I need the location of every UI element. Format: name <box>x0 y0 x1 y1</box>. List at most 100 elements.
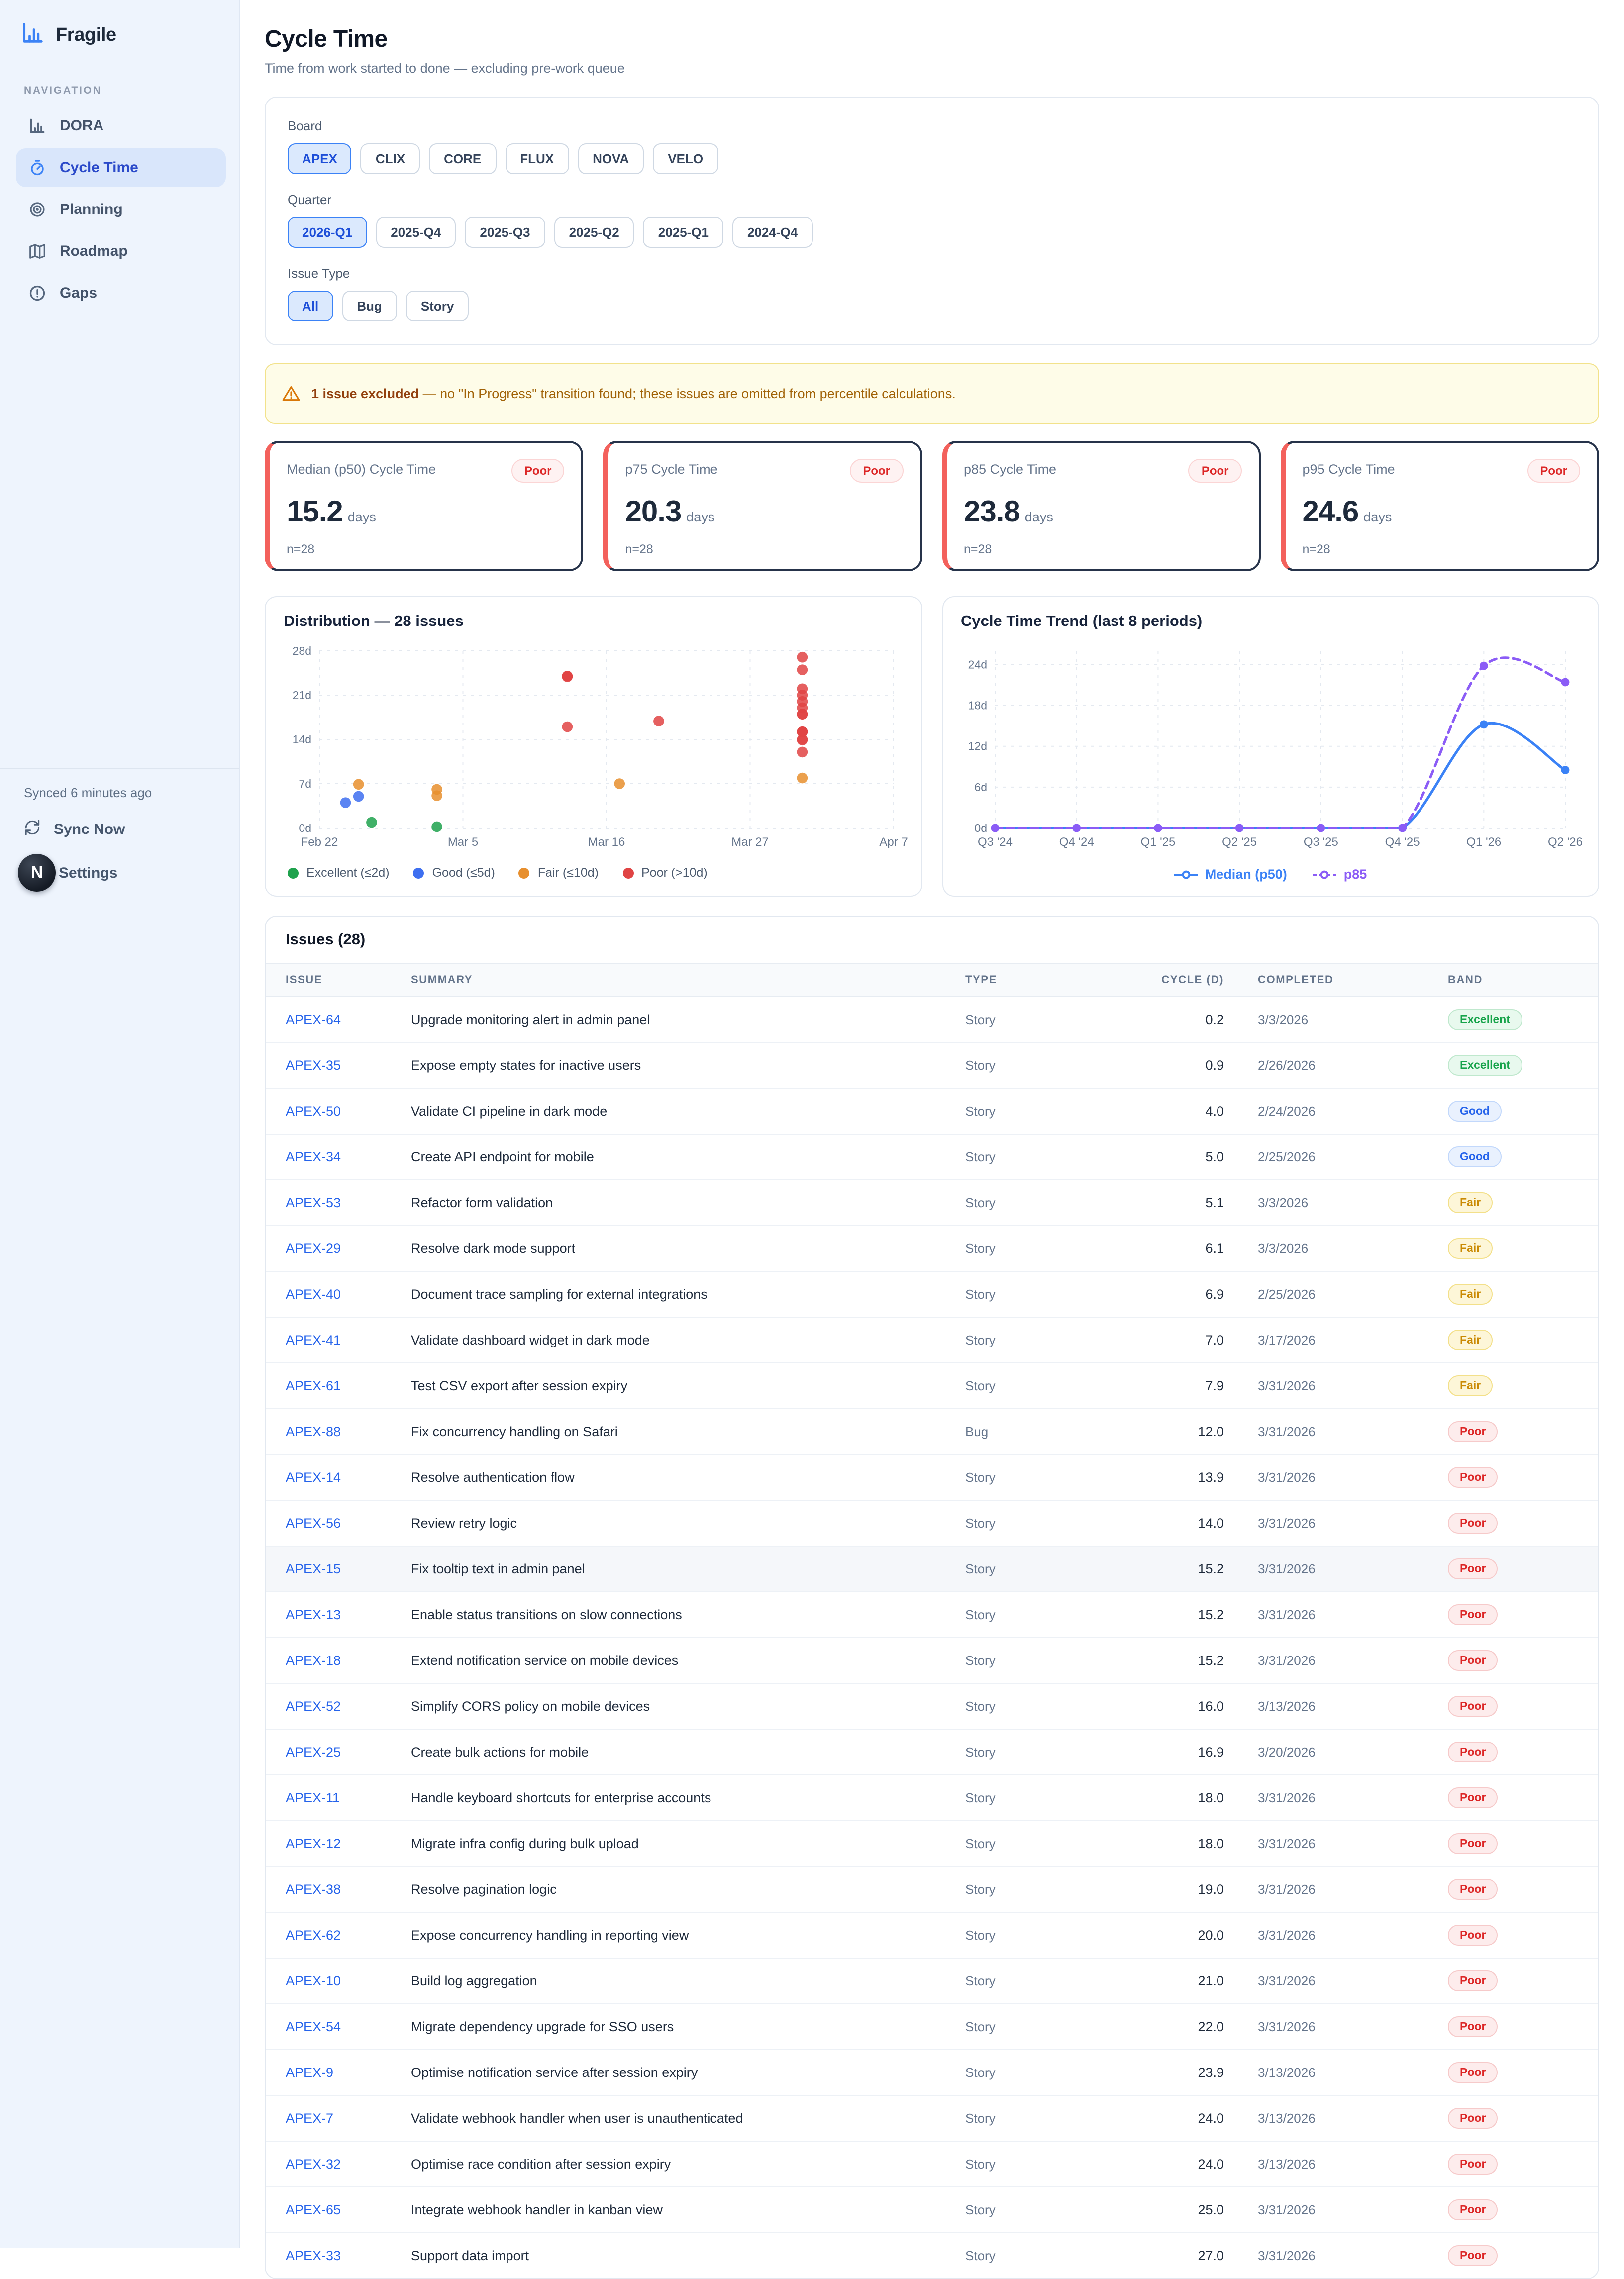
issue-id-link[interactable]: APEX-64 <box>286 1012 341 1027</box>
table-row[interactable]: APEX-52 Simplify CORS policy on mobile de… <box>266 1684 1598 1730</box>
issue-summary: Expose empty states for inactive users <box>411 1058 641 1073</box>
issue-id-link[interactable]: APEX-25 <box>286 1745 341 1760</box>
issue-id-link[interactable]: APEX-50 <box>286 1104 341 1119</box>
table-row[interactable]: APEX-10 Build log aggregation Story 21.0 3/3… <box>266 1959 1598 2004</box>
table-row[interactable]: APEX-53 Refactor form validation Story 5.1 3… <box>266 1180 1598 1226</box>
table-row[interactable]: APEX-33 Support data import Story 27.0 3/31/… <box>266 2233 1598 2278</box>
quarter-chip-2025-q3[interactable]: 2025-Q3 <box>465 217 545 248</box>
issue-type: Bug <box>965 1424 989 1439</box>
table-row[interactable]: APEX-38 Resolve pagination logic Story 19.0… <box>266 1867 1598 1913</box>
issue-id-link[interactable]: APEX-54 <box>286 2019 341 2034</box>
table-row[interactable]: APEX-54 Migrate dependency upgrade for SS… <box>266 2004 1598 2050</box>
sidebar-item-gaps[interactable]: Gaps <box>16 274 226 312</box>
table-row[interactable]: APEX-62 Expose concurrency handling in re… <box>266 1913 1598 1959</box>
issue-id-link[interactable]: APEX-88 <box>286 1424 341 1439</box>
metric-unit: days <box>686 510 715 524</box>
board-chip-apex[interactable]: APEX <box>288 143 352 174</box>
issue-id-link[interactable]: APEX-13 <box>286 1607 341 1622</box>
avatar[interactable]: N <box>18 854 56 892</box>
table-row[interactable]: APEX-61 Test CSV export after session exp… <box>266 1363 1598 1409</box>
table-row[interactable]: APEX-13 Enable status transitions on slow… <box>266 1592 1598 1638</box>
issue-cycle-days: 7.0 <box>1205 1333 1224 1347</box>
table-row[interactable]: APEX-34 Create API endpoint for mobile Sto… <box>266 1135 1598 1180</box>
table-row[interactable]: APEX-18 Extend notification service on mo… <box>266 1638 1598 1684</box>
issue-id-link[interactable]: APEX-61 <box>286 1378 341 1393</box>
board-chip-velo[interactable]: VELO <box>653 143 718 174</box>
issue-id-link[interactable]: APEX-7 <box>286 2111 334 2126</box>
sidebar-item-dora[interactable]: DORA <box>16 106 226 145</box>
quarter-chip-2025-q1[interactable]: 2025-Q1 <box>643 217 723 248</box>
table-row[interactable]: APEX-11 Handle keyboard shortcuts for ent… <box>266 1775 1598 1821</box>
table-row[interactable]: APEX-35 Expose empty states for inactive … <box>266 1043 1598 1089</box>
board-filter-chips: APEX CLIX CORE FLUX NOVA VELO <box>288 143 1576 174</box>
issue-type: Story <box>965 1241 996 1256</box>
table-row[interactable]: APEX-64 Upgrade monitoring alert in admin… <box>266 997 1598 1043</box>
issues-table-header: ISSUE SUMMARY TYPE CYCLE (D) COMPLETED BAND <box>266 963 1598 997</box>
sync-now-button[interactable]: Sync Now <box>24 819 215 840</box>
issue-cycle-days: 0.2 <box>1205 1012 1224 1027</box>
issue-id-link[interactable]: APEX-35 <box>286 1058 341 1073</box>
table-row[interactable]: APEX-29 Resolve dark mode support Story 6.1… <box>266 1226 1598 1272</box>
issue-id-link[interactable]: APEX-11 <box>286 1790 340 1805</box>
issue-summary: Simplify CORS policy on mobile devices <box>411 1699 650 1714</box>
issue-id-link[interactable]: APEX-32 <box>286 2157 341 2172</box>
table-row[interactable]: APEX-50 Validate CI pipeline in dark mode… <box>266 1089 1598 1135</box>
board-chip-nova[interactable]: NOVA <box>578 143 644 174</box>
table-row[interactable]: APEX-88 Fix concurrency handling on Safar… <box>266 1409 1598 1455</box>
issue-id-link[interactable]: APEX-38 <box>286 1882 341 1897</box>
issue-id-link[interactable]: APEX-62 <box>286 1928 341 1943</box>
table-row[interactable]: APEX-40 Document trace sampling for exter… <box>266 1272 1598 1318</box>
issue-id-link[interactable]: APEX-34 <box>286 1149 341 1164</box>
sidebar-item-roadmap[interactable]: Roadmap <box>16 232 226 271</box>
settings-button[interactable]: N Settings <box>18 854 215 892</box>
issue-summary: Resolve dark mode support <box>411 1241 576 1256</box>
metric-sample-size: n=28 <box>1302 542 1330 556</box>
issue-id-link[interactable]: APEX-41 <box>286 1333 341 1347</box>
issue-id-link[interactable]: APEX-29 <box>286 1241 341 1256</box>
metric-card: p85 Cycle Time Poor 23.8 days n=28 <box>942 441 1261 571</box>
table-row[interactable]: APEX-7 Validate webhook handler when user… <box>266 2096 1598 2142</box>
svg-text:0d: 0d <box>299 822 311 834</box>
target-icon <box>28 200 47 219</box>
table-row[interactable]: APEX-12 Migrate infra config during bulk … <box>266 1821 1598 1867</box>
issue-id-link[interactable]: APEX-56 <box>286 1516 341 1531</box>
issue-id-link[interactable]: APEX-12 <box>286 1836 341 1851</box>
issue_type-chip-bug[interactable]: Bug <box>342 291 397 321</box>
issue-id-link[interactable]: APEX-53 <box>286 1195 341 1210</box>
issue-id-link[interactable]: APEX-15 <box>286 1561 341 1576</box>
board-chip-flux[interactable]: FLUX <box>505 143 569 174</box>
sidebar-item-cycle-time[interactable]: Cycle Time <box>16 148 226 187</box>
table-row[interactable]: APEX-41 Validate dashboard widget in dark… <box>266 1318 1598 1363</box>
issue-id-link[interactable]: APEX-14 <box>286 1470 341 1485</box>
issue-completed-date: 3/31/2026 <box>1258 2202 1316 2217</box>
issue-id-link[interactable]: APEX-18 <box>286 1653 341 1668</box>
board-chip-core[interactable]: CORE <box>429 143 497 174</box>
table-row[interactable]: APEX-9 Optimise notification service afte… <box>266 2050 1598 2096</box>
column-header-cycle-d-: CYCLE (D) <box>1161 974 1224 986</box>
issue-id-link[interactable]: APEX-33 <box>286 2248 341 2263</box>
table-row[interactable]: APEX-65 Integrate webhook handler in kanb… <box>266 2187 1598 2233</box>
issue-id-link[interactable]: APEX-9 <box>286 2065 334 2080</box>
quarter-chip-2024-q4[interactable]: 2024-Q4 <box>732 217 813 248</box>
board-chip-clix[interactable]: CLIX <box>360 143 420 174</box>
issue-type: Story <box>965 2111 996 2126</box>
issue-type: Story <box>965 1104 996 1119</box>
table-row[interactable]: APEX-32 Optimise race condition after ses… <box>266 2142 1598 2187</box>
sidebar-item-planning[interactable]: Planning <box>16 190 226 229</box>
issue_type-chip-all[interactable]: All <box>288 291 333 321</box>
table-row[interactable]: APEX-56 Review retry logic Story 14.0 3/31/2… <box>266 1501 1598 1547</box>
issue-id-link[interactable]: APEX-10 <box>286 1973 341 1988</box>
issue-id-link[interactable]: APEX-40 <box>286 1287 341 1302</box>
issue_type-chip-story[interactable]: Story <box>406 291 469 321</box>
table-row[interactable]: APEX-15 Fix tooltip text in admin panel St… <box>266 1547 1598 1592</box>
svg-text:Q3 '24: Q3 '24 <box>977 835 1012 849</box>
table-row[interactable]: APEX-25 Create bulk actions for mobile Sto… <box>266 1730 1598 1775</box>
quarter-chip-2025-q2[interactable]: 2025-Q2 <box>554 217 634 248</box>
quarter-chip-2026-q1[interactable]: 2026-Q1 <box>288 217 367 248</box>
table-row[interactable]: APEX-14 Resolve authentication flow Story 1… <box>266 1455 1598 1501</box>
issue-id-link[interactable]: APEX-52 <box>286 1699 341 1714</box>
page-subtitle: Time from work started to done — excludi… <box>265 61 625 76</box>
issue-type: Story <box>965 1287 996 1302</box>
issue-id-link[interactable]: APEX-65 <box>286 2202 341 2217</box>
quarter-chip-2025-q4[interactable]: 2025-Q4 <box>376 217 456 248</box>
